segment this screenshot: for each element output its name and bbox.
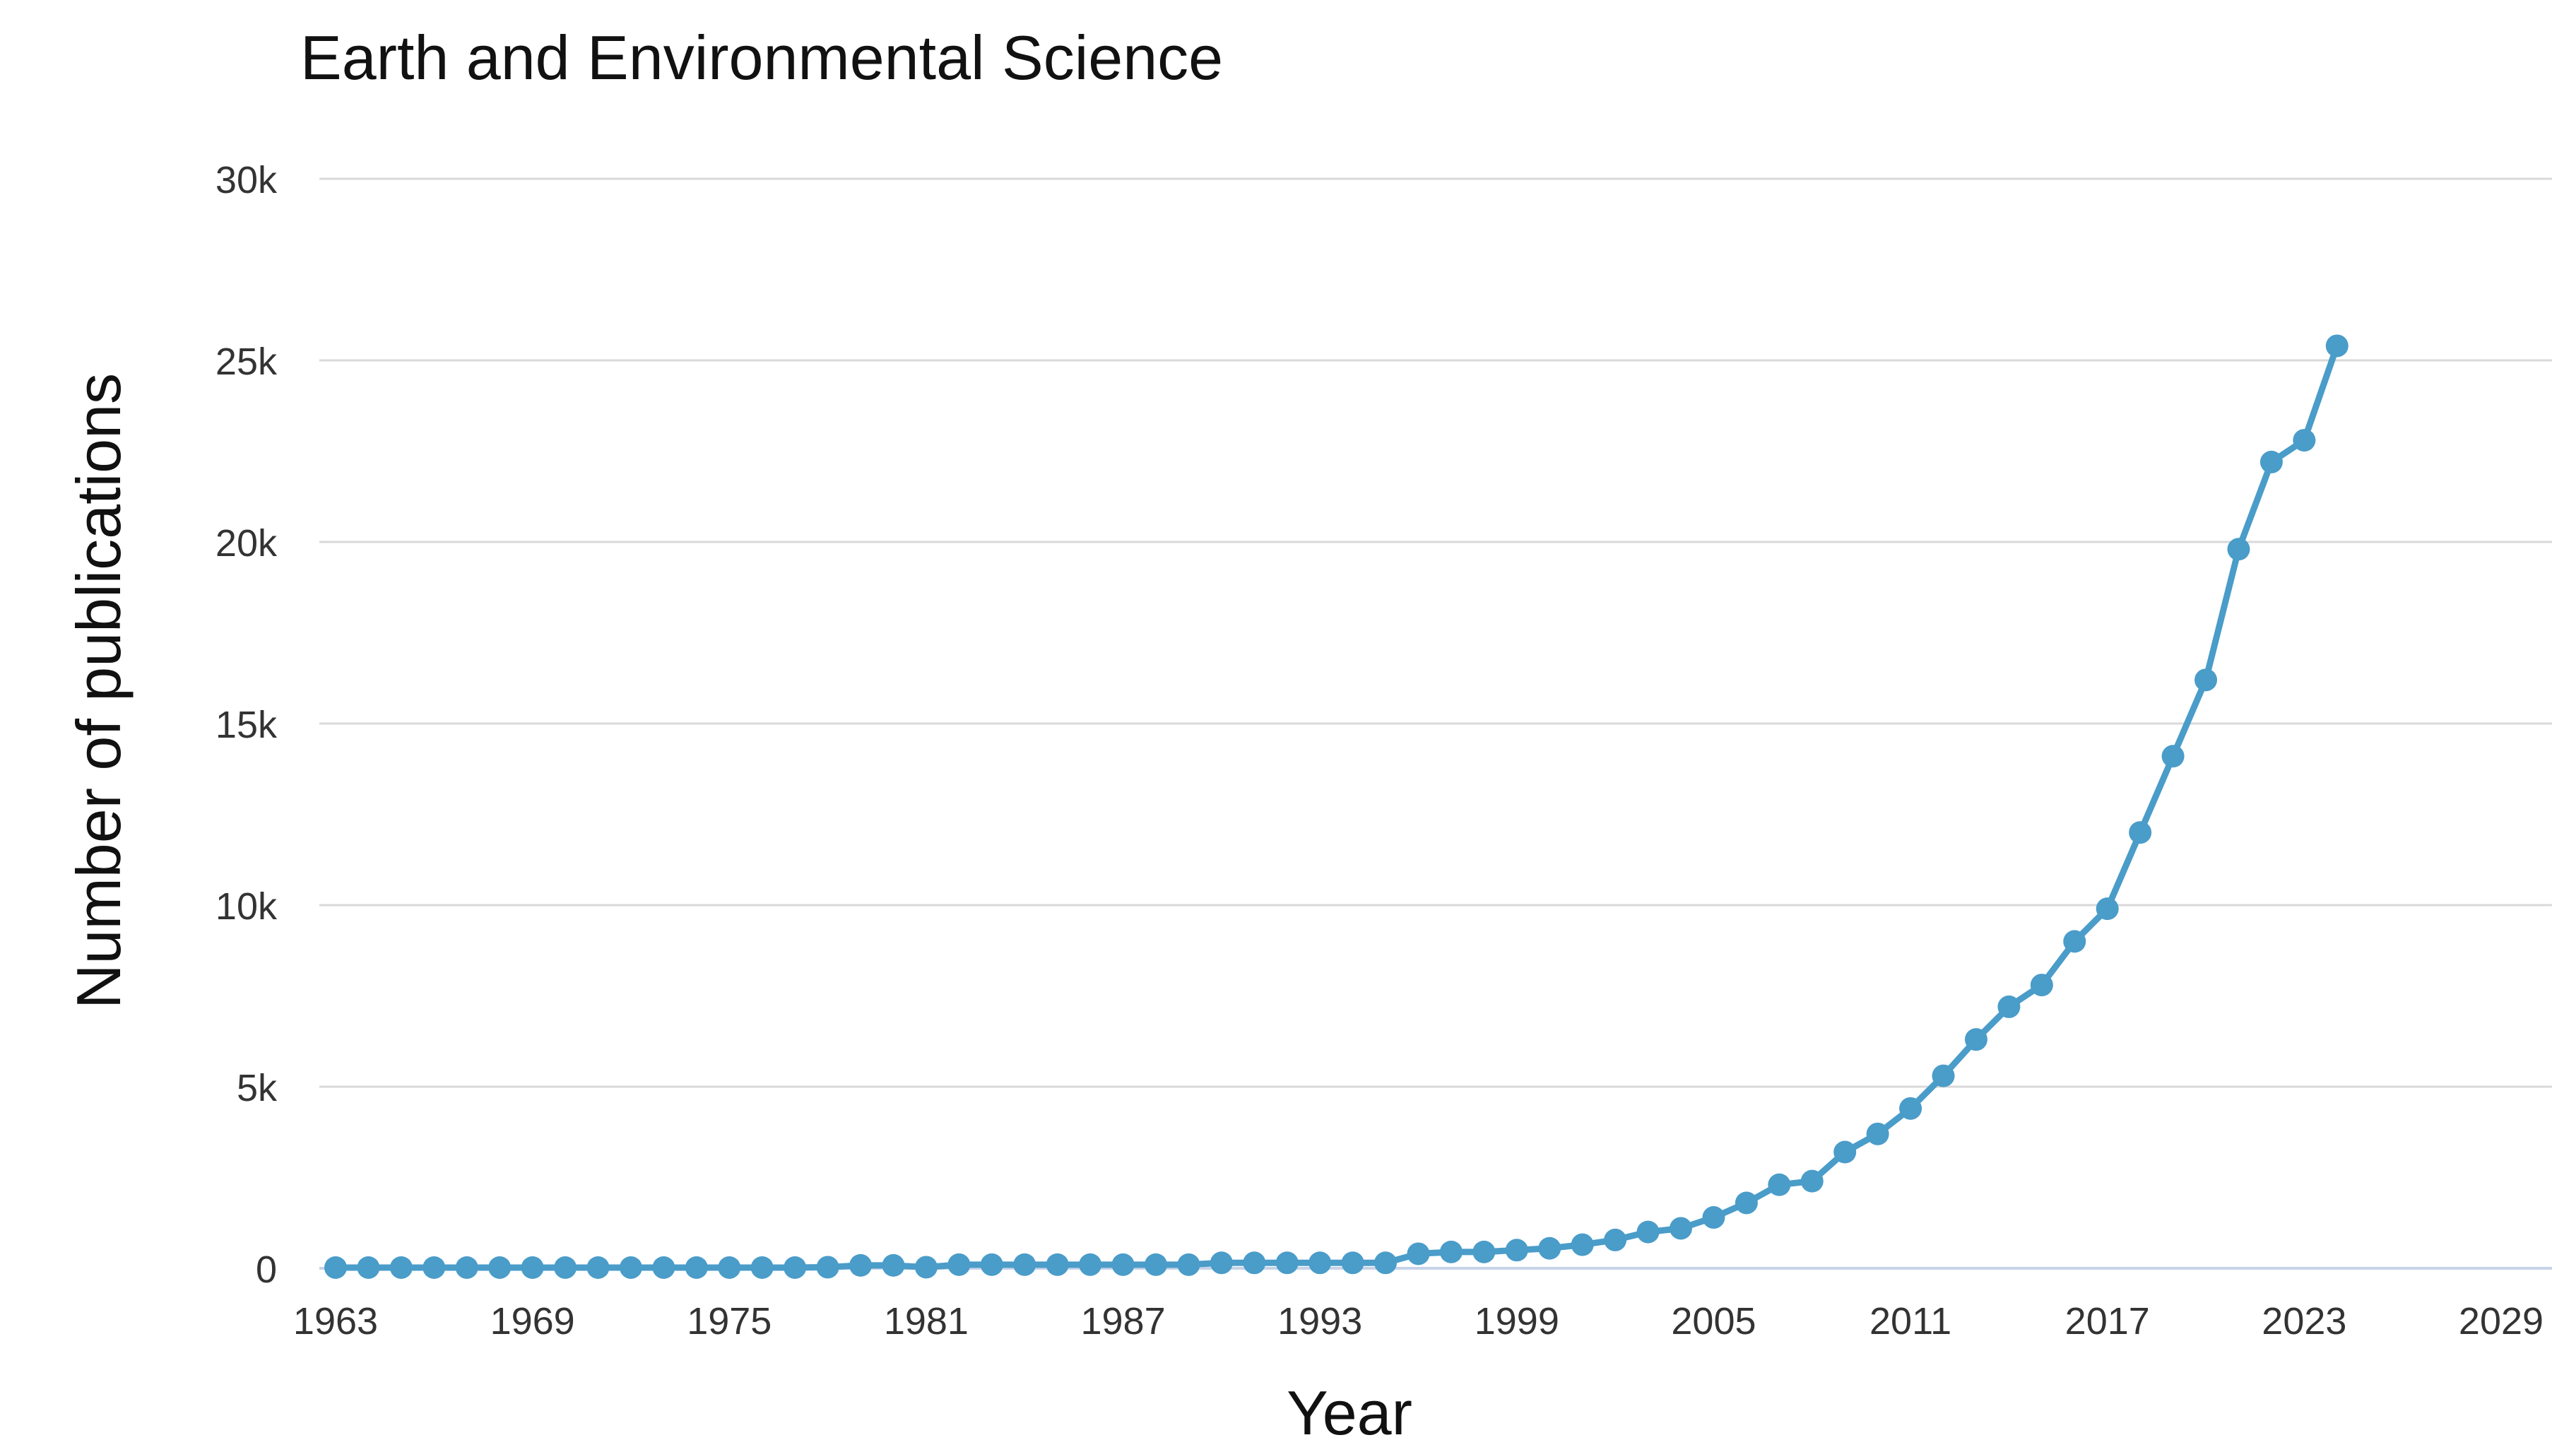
data-point xyxy=(2194,668,2218,692)
data-point xyxy=(521,1256,544,1279)
chart-title: Earth and Environmental Science xyxy=(300,23,1223,93)
data-point xyxy=(1111,1253,1135,1276)
y-axis-label: Number of publications xyxy=(64,373,134,1009)
data-point xyxy=(1735,1191,1758,1215)
data-point xyxy=(750,1256,774,1279)
data-point xyxy=(2129,821,2152,844)
grid-lines xyxy=(319,177,2552,1270)
y-tick-label: 10k xyxy=(215,885,278,928)
data-point xyxy=(784,1256,807,1279)
data-point xyxy=(1768,1173,1791,1196)
data-point xyxy=(2096,897,2119,921)
data-point xyxy=(2030,974,2053,997)
y-tick-label: 15k xyxy=(215,704,278,746)
data-point xyxy=(1472,1240,1496,1263)
data-point xyxy=(1833,1140,1857,1164)
data-point xyxy=(554,1256,577,1279)
data-point xyxy=(619,1256,642,1279)
data-point xyxy=(849,1253,873,1277)
y-tick-label: 25k xyxy=(215,341,278,383)
data-point xyxy=(1374,1251,1398,1275)
data-point xyxy=(488,1256,512,1279)
y-axis-ticks: 0 5k 10k 15k 20k 25k 30k xyxy=(215,159,278,1291)
data-point xyxy=(1604,1228,1627,1251)
data-point xyxy=(586,1256,610,1279)
x-tick-label: 2017 xyxy=(2065,1300,2150,1342)
data-point xyxy=(1407,1242,1430,1265)
x-tick-label: 2011 xyxy=(1869,1300,1951,1342)
data-point xyxy=(1505,1239,1528,1262)
x-tick-label: 1999 xyxy=(1475,1300,1559,1342)
x-tick-label: 1963 xyxy=(293,1300,378,1342)
data-point xyxy=(389,1256,413,1279)
data-point xyxy=(1997,995,2021,1018)
data-point xyxy=(947,1253,971,1276)
y-tick-label: 20k xyxy=(215,522,278,565)
x-tick-label: 1987 xyxy=(1080,1300,1165,1342)
data-point xyxy=(718,1256,741,1279)
x-tick-label: 2029 xyxy=(2459,1300,2543,1342)
x-tick-label: 2005 xyxy=(1671,1300,1756,1342)
data-point xyxy=(2325,334,2348,358)
data-point xyxy=(1899,1097,1922,1120)
y-tick-label: 30k xyxy=(215,159,278,201)
data-point xyxy=(816,1256,839,1279)
data-point xyxy=(1013,1253,1036,1276)
data-point xyxy=(2259,450,2283,473)
data-point xyxy=(2063,930,2086,953)
data-point xyxy=(1308,1251,1332,1275)
x-tick-label: 2023 xyxy=(2262,1300,2346,1342)
data-point xyxy=(324,1256,347,1279)
data-point xyxy=(357,1256,380,1279)
data-point xyxy=(1275,1251,1299,1275)
x-axis-ticks: 1963 1969 1975 1981 1987 1993 1999 2005 2011 2017… xyxy=(293,1300,2543,1342)
data-point xyxy=(2227,538,2250,561)
data-point xyxy=(2161,745,2185,768)
data-point xyxy=(1932,1064,1955,1087)
data-point xyxy=(1800,1169,1824,1193)
data-points xyxy=(324,334,2348,1279)
data-point xyxy=(1964,1028,1987,1051)
data-point xyxy=(652,1256,675,1279)
x-tick-label: 1969 xyxy=(490,1300,575,1342)
data-point xyxy=(1538,1236,1561,1260)
x-tick-label: 1975 xyxy=(687,1300,772,1342)
data-point xyxy=(1243,1251,1266,1275)
data-point xyxy=(1439,1240,1463,1263)
series-line xyxy=(332,342,2341,1271)
y-tick-label: 0 xyxy=(256,1249,277,1291)
data-point xyxy=(685,1256,708,1279)
data-point xyxy=(882,1253,905,1277)
data-point xyxy=(1079,1253,1102,1276)
x-axis-label: Year xyxy=(1287,1378,1412,1448)
data-point xyxy=(1670,1217,1693,1240)
x-tick-label: 1993 xyxy=(1277,1300,1362,1342)
data-point xyxy=(1144,1253,1167,1276)
data-point xyxy=(1702,1206,1725,1229)
data-point xyxy=(980,1253,1003,1276)
y-tick-label: 5k xyxy=(237,1067,278,1109)
data-point xyxy=(1636,1220,1660,1244)
data-point xyxy=(1177,1253,1200,1276)
data-point xyxy=(455,1256,478,1279)
data-point xyxy=(1866,1122,1889,1145)
data-point xyxy=(1341,1251,1364,1275)
data-point xyxy=(2293,429,2316,452)
data-point xyxy=(1046,1253,1069,1276)
data-point xyxy=(423,1256,446,1279)
x-tick-label: 1981 xyxy=(884,1300,969,1342)
data-point xyxy=(1210,1251,1233,1275)
data-point xyxy=(914,1256,938,1279)
data-point xyxy=(1571,1233,1594,1256)
